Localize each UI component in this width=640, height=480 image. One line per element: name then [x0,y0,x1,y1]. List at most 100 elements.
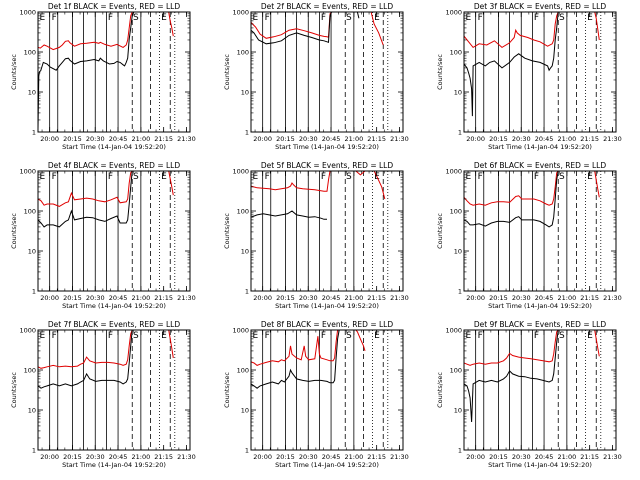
x-axis-label: Start Time (14-Jan-04 19:52:20) [488,461,592,469]
marker-letter: F [321,13,326,23]
y-axis-label: Counts/sec [436,54,444,90]
y-axis-label: Counts/sec [223,213,231,249]
plot-frame [37,329,191,451]
x-tick-label: 21:00 [344,453,363,461]
lld-series-line [464,171,600,206]
x-tick-label: 21:00 [131,453,150,461]
x-axis-label: Start Time (14-Jan-04 19:52:20) [62,461,166,469]
y-tick-label: 1 [458,129,462,137]
panel-title: Det 4f BLACK = Events, RED = LLD [48,161,181,170]
x-tick-label: 20:00 [253,453,272,461]
y-tick-label: 1 [32,447,36,455]
marker-letter: E [587,13,593,23]
x-tick-label: 20:30 [512,294,531,302]
x-tick-label: 20:15 [489,135,508,143]
y-axis-label: Counts/sec [436,213,444,249]
x-tick-label: 21:00 [131,294,150,302]
marker-letter: F [321,172,326,182]
marker-letter: S [559,13,565,23]
y-tick-label: 10 [28,248,36,256]
events-series-line [251,12,360,45]
marker-letter: S [559,172,565,182]
x-tick-label: 20:15 [489,294,508,302]
y-tick-label: 10 [454,407,462,415]
x-tick-label: 20:30 [86,294,105,302]
marker-letter: E [253,13,259,23]
marker-letter: E [253,172,259,182]
x-tick-label: 21:30 [603,294,622,302]
y-tick-label: 1000 [445,9,462,17]
marker-letter: S [133,13,139,23]
x-tick-label: 21:15 [367,135,386,143]
y-tick-label: 100 [450,367,462,375]
marker-letter: F [321,331,326,341]
plot-frame [250,170,404,292]
y-tick-label: 1000 [19,9,36,17]
marker-letter: F [478,172,483,182]
marker-letter: F [108,13,113,23]
events-series-line [38,171,133,228]
x-tick-label: 20:00 [466,453,485,461]
marker-letter: E [374,13,380,23]
y-tick-label: 10 [241,89,249,97]
y-tick-label: 1000 [232,9,249,17]
y-tick-label: 1 [245,288,249,296]
marker-letter: E [466,13,472,23]
x-tick-label: 20:45 [322,294,341,302]
events-series-line [251,210,327,220]
x-tick-label: 20:30 [299,453,318,461]
marker-letter: E [466,331,472,341]
x-tick-label: 21:30 [177,453,196,461]
x-tick-label: 20:30 [299,135,318,143]
y-tick-label: 100 [450,208,462,216]
y-tick-label: 1000 [19,168,36,176]
marker-letter: F [534,13,539,23]
marker-letter: E [40,13,46,23]
lld-series-line [38,330,174,369]
panel-title: Det 7f BLACK = Events, RED = LLD [48,320,181,329]
plot-frame [37,170,191,292]
marker-letter: F [534,331,539,341]
x-tick-label: 20:30 [86,453,105,461]
marker-letter: S [346,331,352,341]
x-tick-label: 21:30 [603,453,622,461]
marker-letter: E [161,13,167,23]
x-tick-label: 21:15 [580,453,599,461]
lld-series-line [464,330,600,366]
x-tick-label: 20:15 [276,294,295,302]
x-tick-label: 20:30 [512,453,531,461]
x-tick-label: 21:15 [154,135,173,143]
x-tick-label: 21:00 [557,135,576,143]
x-axis-label: Start Time (14-Jan-04 19:52:20) [62,302,166,310]
marker-letter: E [587,331,593,341]
marker-letter: E [40,331,46,341]
x-tick-label: 21:15 [580,294,599,302]
y-tick-label: 10 [241,248,249,256]
x-tick-label: 20:00 [253,135,272,143]
x-tick-label: 20:15 [63,453,82,461]
y-tick-label: 1000 [445,327,462,335]
y-tick-label: 1000 [445,168,462,176]
x-tick-label: 20:45 [109,294,128,302]
marker-letter: F [478,13,483,23]
marker-letter: E [161,172,167,182]
y-tick-label: 100 [237,367,249,375]
lld-series-line [251,330,366,366]
marker-letter: E [587,172,593,182]
marker-letter: F [52,331,57,341]
y-axis-label: Counts/sec [10,213,18,249]
y-tick-label: 10 [28,407,36,415]
marker-letter: S [133,172,139,182]
x-tick-label: 21:15 [154,294,173,302]
marker-letter: E [374,331,380,341]
y-tick-label: 1 [458,288,462,296]
x-tick-label: 21:00 [557,294,576,302]
x-tick-label: 21:00 [131,135,150,143]
marker-letter: F [478,331,483,341]
panel-title: Det 3f BLACK = Events, RED = LLD [474,2,607,11]
marker-letter: F [265,172,270,182]
plot-frame [463,329,617,451]
